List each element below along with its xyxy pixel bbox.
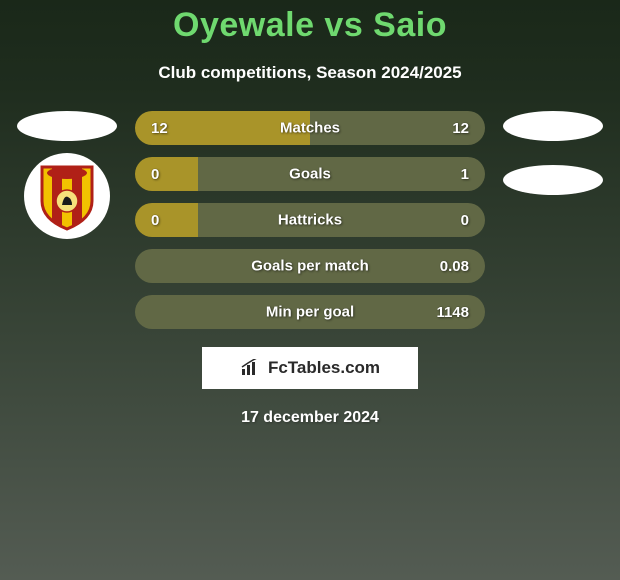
stat-bar-left-fill xyxy=(135,203,198,237)
benevento-shield-icon xyxy=(38,161,96,231)
stat-bar-bg xyxy=(135,249,485,283)
stat-bar-right-fill xyxy=(135,249,485,283)
stat-bar-bg xyxy=(135,111,485,145)
date-label: 17 december 2024 xyxy=(241,409,379,427)
stat-row: 1148Min per goal xyxy=(135,295,485,329)
subtitle: Club competitions, Season 2024/2025 xyxy=(158,63,461,83)
stat-bar-bg xyxy=(135,203,485,237)
right-team-col xyxy=(503,111,603,195)
stat-row: 1212Matches xyxy=(135,111,485,145)
page-title: Oyewale vs Saio xyxy=(173,6,447,45)
main-row: 1212Matches 01Goals 00Hattricks 0.08Goals p… xyxy=(0,111,620,329)
team-placeholder-oval xyxy=(17,111,117,141)
stat-bar-right-fill xyxy=(310,111,485,145)
stat-bar-right-fill xyxy=(135,295,485,329)
left-team-col xyxy=(17,111,117,239)
stat-row: 01Goals xyxy=(135,157,485,191)
stats-bars: 1212Matches 01Goals 00Hattricks 0.08Goals p… xyxy=(135,111,485,329)
stat-bar-left-fill xyxy=(135,157,198,191)
brand-box[interactable]: FcTables.com xyxy=(202,347,418,389)
stat-row: 00Hattricks xyxy=(135,203,485,237)
stat-row: 0.08Goals per match xyxy=(135,249,485,283)
brand-label: FcTables.com xyxy=(268,358,380,378)
content-wrapper: Oyewale vs Saio Club competitions, Seaso… xyxy=(0,0,620,580)
stat-bar-left-fill xyxy=(135,111,310,145)
stat-bar-right-fill xyxy=(198,203,485,237)
team-placeholder-oval xyxy=(503,111,603,141)
stat-bar-bg xyxy=(135,157,485,191)
stat-bar-bg xyxy=(135,295,485,329)
stat-bar-right-fill xyxy=(198,157,485,191)
team-placeholder-oval xyxy=(503,165,603,195)
team-badge-benevento xyxy=(24,153,110,239)
bar-chart-icon xyxy=(240,359,262,377)
